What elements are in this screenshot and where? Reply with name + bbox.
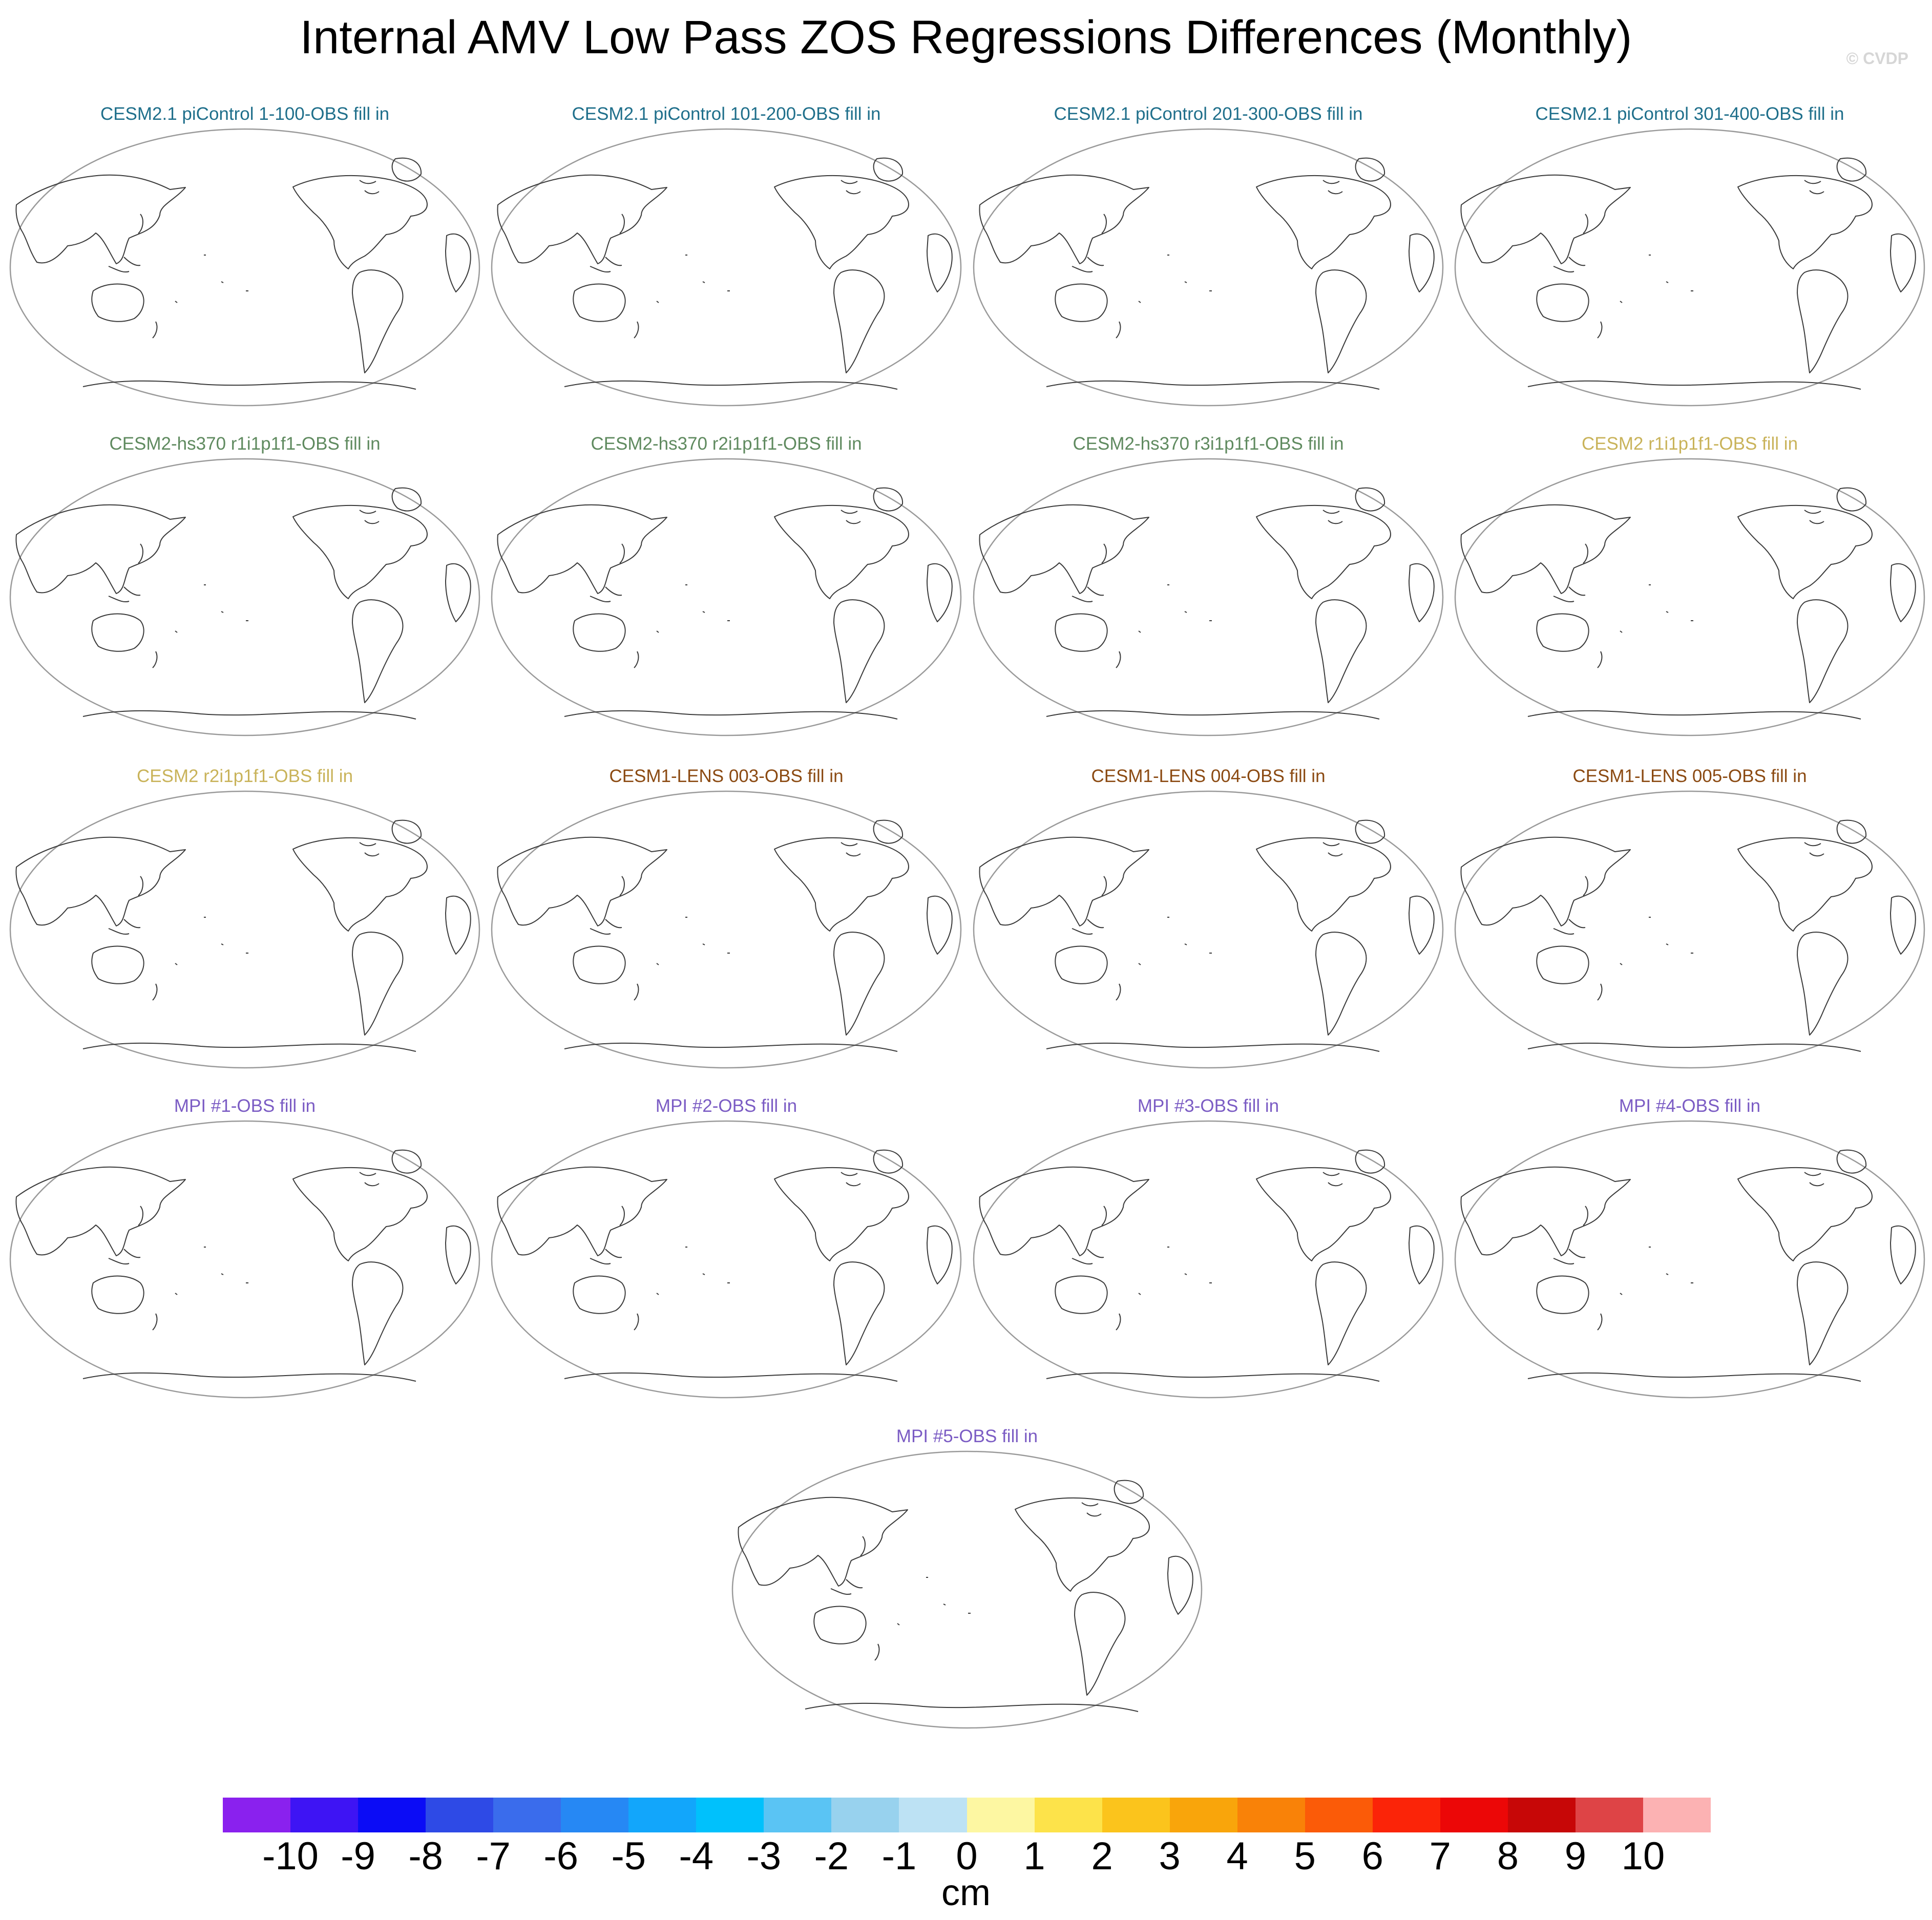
world-map — [6, 128, 484, 410]
panel-title: CESM2 r1i1p1f1-OBS fill in — [1581, 434, 1798, 454]
map-panel: CESM2-hs370 r2i1p1f1-OBS fill in — [488, 432, 965, 740]
colorbar-tick-label: 7 — [1429, 1834, 1451, 1878]
colorbar-box — [967, 1798, 1035, 1832]
colorbar-box — [1169, 1798, 1237, 1832]
map-panel: MPI #1-OBS fill in — [6, 1094, 484, 1402]
panel-title: CESM2-hs370 r1i1p1f1-OBS fill in — [109, 434, 381, 454]
colorbar-tick-label: 9 — [1564, 1834, 1587, 1878]
panel-title: CESM1-LENS 005-OBS fill in — [1572, 766, 1807, 786]
colorbar-box — [1440, 1798, 1508, 1832]
colorbar-tick-label: 8 — [1497, 1834, 1519, 1878]
world-map — [6, 1120, 484, 1402]
panel-title: CESM2.1 piControl 101-200-OBS fill in — [572, 104, 881, 124]
world-map — [488, 128, 965, 410]
colorbar-tick-label: -4 — [679, 1834, 714, 1878]
world-map — [728, 1450, 1206, 1732]
map-panel: CESM2.1 piControl 1-100-OBS fill in — [6, 102, 484, 410]
panel-title: CESM1-LENS 004-OBS fill in — [1091, 766, 1326, 786]
colorbar-box — [1305, 1798, 1373, 1832]
panel-title: CESM2 r2i1p1f1-OBS fill in — [136, 766, 353, 786]
panel-title: CESM2.1 piControl 201-300-OBS fill in — [1054, 104, 1363, 124]
colorbar-tick-label: -2 — [814, 1834, 849, 1878]
colorbar-box — [831, 1798, 899, 1832]
colorbar-tick-label: -3 — [746, 1834, 782, 1878]
map-panel: CESM1-LENS 005-OBS fill in — [1451, 765, 1928, 1072]
map-panel: CESM2 r2i1p1f1-OBS fill in — [6, 765, 484, 1072]
colorbar-box — [493, 1798, 561, 1832]
colorbar — [223, 1798, 1711, 1832]
panel-title: CESM2-hs370 r2i1p1f1-OBS fill in — [591, 434, 862, 454]
colorbar-tick-label: 0 — [956, 1834, 978, 1878]
panel-title: CESM2-hs370 r3i1p1f1-OBS fill in — [1073, 434, 1344, 454]
map-panel: MPI #5-OBS fill in — [728, 1425, 1206, 1732]
map-panel: CESM2 r1i1p1f1-OBS fill in — [1451, 432, 1928, 740]
panel-title: MPI #5-OBS fill in — [896, 1426, 1038, 1446]
colorbar-tick-label: -1 — [881, 1834, 917, 1878]
panel-title: CESM2.1 piControl 1-100-OBS fill in — [100, 104, 390, 124]
colorbar-tick-label: -8 — [408, 1834, 443, 1878]
map-panel: CESM1-LENS 004-OBS fill in — [970, 765, 1447, 1072]
panel-title: MPI #1-OBS fill in — [174, 1096, 316, 1116]
colorbar-tick-label: 5 — [1294, 1834, 1316, 1878]
world-map — [970, 128, 1447, 410]
world-map — [488, 790, 965, 1072]
map-panel: CESM2.1 piControl 301-400-OBS fill in — [1451, 102, 1928, 410]
colorbar-tick-label: -5 — [611, 1834, 646, 1878]
world-map — [1451, 458, 1928, 740]
world-map — [488, 1120, 965, 1402]
colorbar-box — [1643, 1798, 1711, 1832]
world-map — [970, 1120, 1447, 1402]
colorbar-box — [290, 1798, 359, 1832]
figure-title: Internal AMV Low Pass ZOS Regressions Di… — [300, 11, 1632, 64]
world-map — [6, 790, 484, 1072]
world-map — [1451, 790, 1928, 1072]
colorbar-tick-label: 4 — [1226, 1834, 1248, 1878]
panel-title: MPI #3-OBS fill in — [1137, 1096, 1279, 1116]
colorbar-box — [764, 1798, 832, 1832]
world-map — [1451, 128, 1928, 410]
colorbar-tick-label: 3 — [1159, 1834, 1181, 1878]
map-panel: CESM2-hs370 r1i1p1f1-OBS fill in — [6, 432, 484, 740]
world-map — [6, 458, 484, 740]
colorbar-box — [1237, 1798, 1305, 1832]
colorbar-tick-label: -7 — [476, 1834, 511, 1878]
map-panel: MPI #2-OBS fill in — [488, 1094, 965, 1402]
colorbar-tick-label: -10 — [262, 1834, 319, 1878]
panel-title: MPI #2-OBS fill in — [655, 1096, 797, 1116]
colorbar-box — [1102, 1798, 1170, 1832]
world-map — [1451, 1120, 1928, 1402]
colorbar-box — [358, 1798, 426, 1832]
colorbar-tick-label: 6 — [1361, 1834, 1383, 1878]
panel-title: CESM2.1 piControl 301-400-OBS fill in — [1535, 104, 1844, 124]
map-panel: CESM2.1 piControl 101-200-OBS fill in — [488, 102, 965, 410]
panel-title: MPI #4-OBS fill in — [1619, 1096, 1761, 1116]
colorbar-tick-label: -9 — [341, 1834, 375, 1878]
colorbar-box — [223, 1798, 291, 1832]
map-panel: MPI #3-OBS fill in — [970, 1094, 1447, 1402]
colorbar-box — [1372, 1798, 1440, 1832]
world-map — [970, 458, 1447, 740]
colorbar-box — [561, 1798, 629, 1832]
colorbar-box — [1575, 1798, 1643, 1832]
colorbar-unit-label: cm — [941, 1872, 991, 1913]
map-panel: CESM2-hs370 r3i1p1f1-OBS fill in — [970, 432, 1447, 740]
credit-label: © CVDP — [1846, 49, 1908, 68]
colorbar-box — [426, 1798, 494, 1832]
map-panel: CESM2.1 piControl 201-300-OBS fill in — [970, 102, 1447, 410]
colorbar-tick-label: 2 — [1091, 1834, 1113, 1878]
colorbar-tick-label: 10 — [1621, 1834, 1665, 1878]
world-map — [970, 790, 1447, 1072]
map-panel: MPI #4-OBS fill in — [1451, 1094, 1928, 1402]
world-map — [488, 458, 965, 740]
colorbar-box — [1034, 1798, 1102, 1832]
panel-title: CESM1-LENS 003-OBS fill in — [609, 766, 844, 786]
colorbar-tick-label: 1 — [1023, 1834, 1045, 1878]
colorbar-box — [1507, 1798, 1576, 1832]
map-panel: CESM1-LENS 003-OBS fill in — [488, 765, 965, 1072]
colorbar-tick-label: -6 — [543, 1834, 578, 1878]
colorbar-box — [696, 1798, 764, 1832]
colorbar-box — [899, 1798, 967, 1832]
colorbar-box — [628, 1798, 697, 1832]
